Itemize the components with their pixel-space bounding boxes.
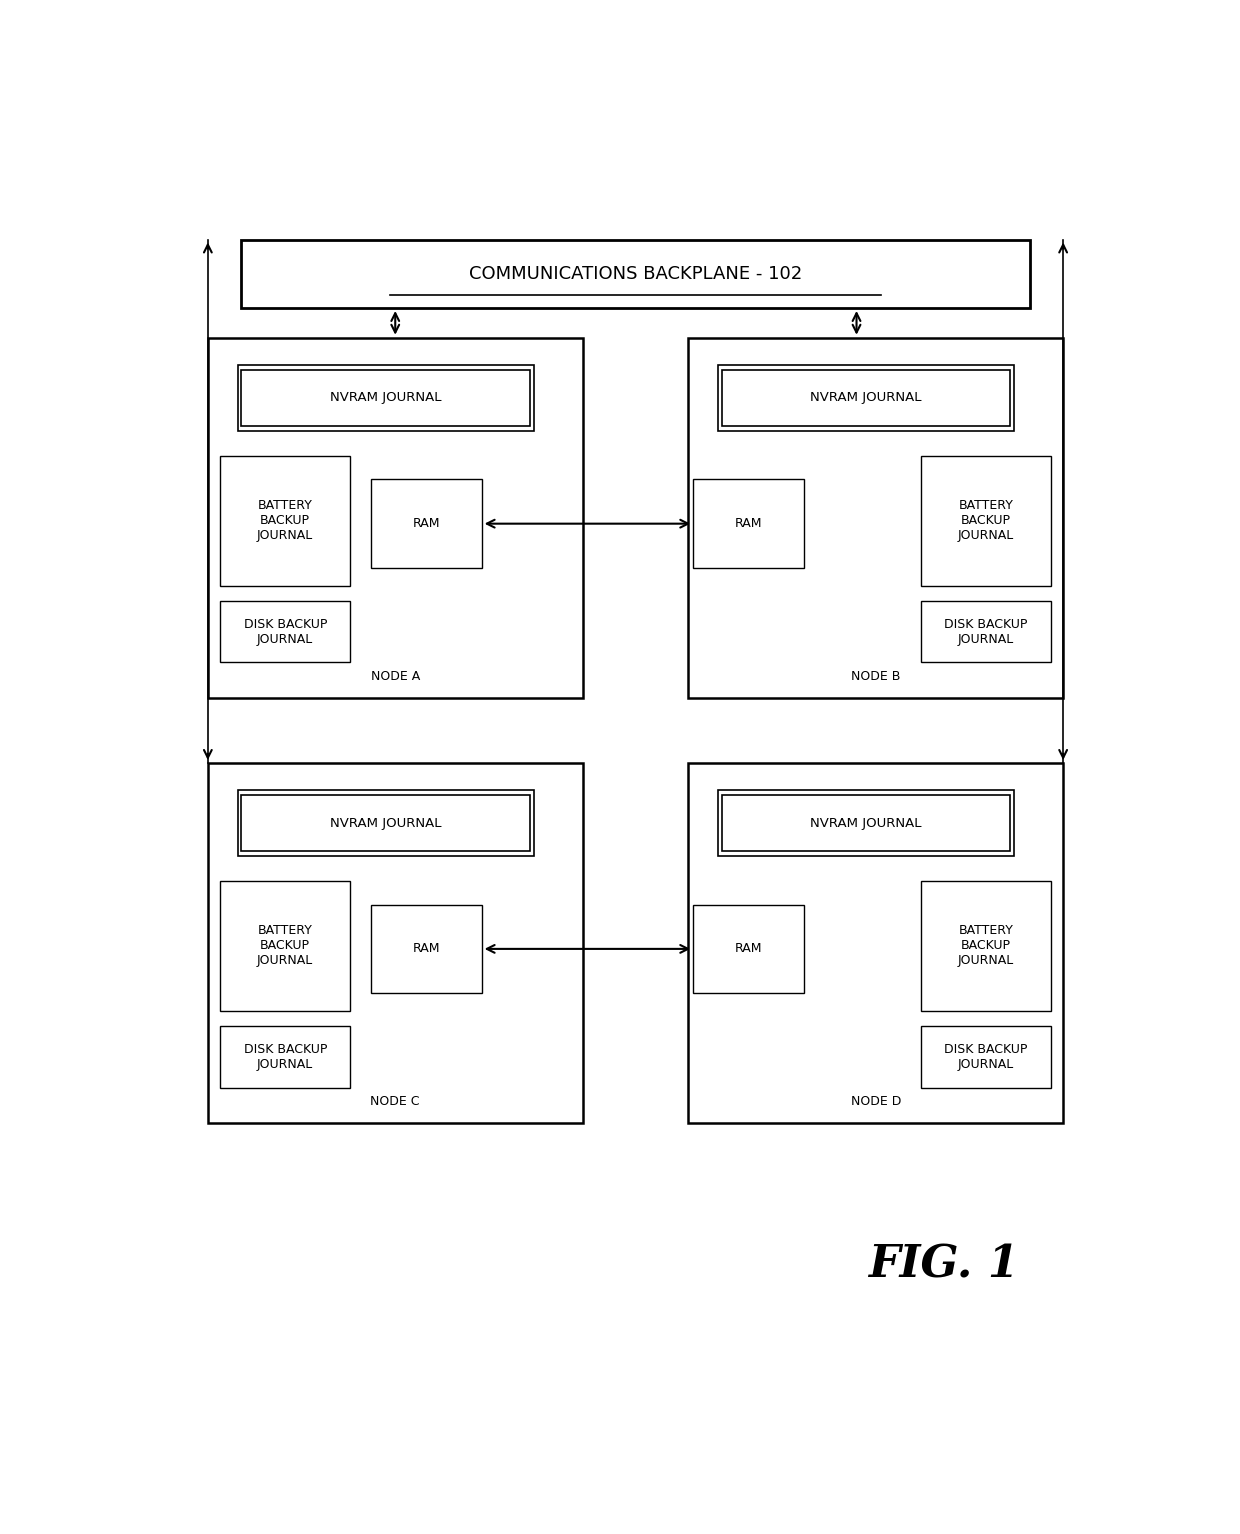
Bar [238, 365, 533, 431]
Bar [921, 881, 1050, 1011]
Text: NODE A: NODE A [371, 670, 420, 683]
Bar [221, 1026, 350, 1088]
Bar [221, 881, 350, 1011]
Bar [242, 370, 529, 426]
Bar [688, 337, 1063, 698]
Bar [718, 365, 1014, 431]
Text: COMMUNICATIONS BACKPLANE - 102: COMMUNICATIONS BACKPLANE - 102 [469, 265, 802, 282]
Text: BATTERY
BACKUP
JOURNAL: BATTERY BACKUP JOURNAL [257, 925, 314, 968]
Text: NVRAM JOURNAL: NVRAM JOURNAL [811, 816, 921, 830]
Text: DISK BACKUP
JOURNAL: DISK BACKUP JOURNAL [243, 618, 327, 646]
Bar [242, 239, 1029, 308]
Text: NVRAM JOURNAL: NVRAM JOURNAL [330, 816, 441, 830]
Bar [242, 795, 529, 851]
Text: DISK BACKUP
JOURNAL: DISK BACKUP JOURNAL [944, 1043, 1028, 1071]
Text: NODE C: NODE C [371, 1095, 420, 1109]
Bar [693, 479, 804, 568]
Text: NODE D: NODE D [851, 1095, 901, 1109]
Bar [221, 601, 350, 663]
Text: BATTERY
BACKUP
JOURNAL: BATTERY BACKUP JOURNAL [957, 925, 1014, 968]
Text: NVRAM JOURNAL: NVRAM JOURNAL [811, 391, 921, 405]
Bar [371, 479, 481, 568]
Text: BATTERY
BACKUP
JOURNAL: BATTERY BACKUP JOURNAL [257, 499, 314, 542]
Bar [221, 456, 350, 586]
Bar [722, 370, 1011, 426]
Text: RAM: RAM [413, 517, 440, 531]
Text: RAM: RAM [734, 517, 763, 531]
Bar [722, 795, 1011, 851]
Bar [208, 762, 583, 1123]
Bar [921, 601, 1050, 663]
Text: FIG. 1: FIG. 1 [868, 1244, 1018, 1287]
Bar [693, 905, 804, 992]
Bar [688, 762, 1063, 1123]
Text: RAM: RAM [734, 942, 763, 956]
Text: DISK BACKUP
JOURNAL: DISK BACKUP JOURNAL [944, 618, 1028, 646]
Bar [718, 790, 1014, 856]
Bar [921, 456, 1050, 586]
Text: NODE B: NODE B [851, 670, 900, 683]
Text: BATTERY
BACKUP
JOURNAL: BATTERY BACKUP JOURNAL [957, 499, 1014, 542]
Bar [921, 1026, 1050, 1088]
Text: RAM: RAM [413, 942, 440, 956]
Bar [371, 905, 481, 992]
Bar [208, 337, 583, 698]
Text: DISK BACKUP
JOURNAL: DISK BACKUP JOURNAL [243, 1043, 327, 1071]
Text: NVRAM JOURNAL: NVRAM JOURNAL [330, 391, 441, 405]
Bar [238, 790, 533, 856]
